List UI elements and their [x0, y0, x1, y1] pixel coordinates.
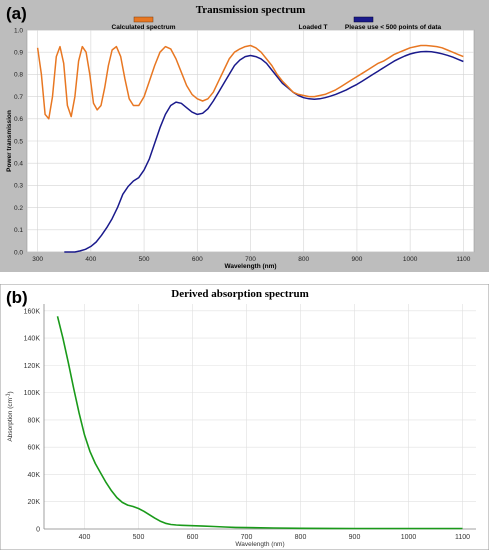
- y-tick-label: 0.2: [14, 205, 23, 212]
- y-tick-label: 20K: [28, 499, 41, 506]
- x-tick-label: 600: [187, 534, 199, 541]
- x-axis-label: Wavelength (nm): [235, 541, 284, 548]
- chart-title: Transmission spectrum: [196, 4, 306, 16]
- y-tick-label: 1.0: [14, 27, 23, 34]
- y-tick-label: 0.0: [14, 249, 23, 256]
- y-tick-label: 0.6: [14, 116, 23, 123]
- y-tick-label: 0.7: [14, 94, 23, 101]
- x-tick-label: 700: [241, 534, 253, 541]
- legend-swatch-points: [353, 16, 374, 23]
- x-tick-label: 300: [32, 256, 43, 263]
- x-tick-label: 1000: [403, 256, 418, 263]
- y-tick-label: 120K: [24, 363, 41, 370]
- x-tick-label: 700: [245, 256, 256, 263]
- legend-label-points: Please use < 500 points of data: [345, 24, 442, 31]
- y-tick-label: 60K: [28, 445, 41, 452]
- y-tick-label: 160K: [24, 308, 41, 315]
- x-tick-label: 600: [192, 256, 203, 263]
- x-tick-label: 400: [85, 256, 96, 263]
- x-tick-label: 500: [133, 534, 145, 541]
- y-tick-label: 100K: [24, 390, 41, 397]
- panel-label-b: (b): [6, 288, 28, 307]
- y-tick-label: 0.1: [14, 227, 23, 234]
- x-tick-label: 1000: [401, 534, 417, 541]
- y-tick-label: 80K: [28, 417, 41, 424]
- x-tick-label: 900: [351, 256, 362, 263]
- y-tick-label: 0: [36, 527, 40, 534]
- y-tick-label: 0.5: [14, 138, 23, 145]
- x-tick-label: 400: [79, 534, 91, 541]
- y-tick-label: 140K: [24, 336, 41, 343]
- chart-title: Derived absorption spectrum: [171, 288, 309, 300]
- legend-label-loaded: Loaded T: [299, 24, 328, 31]
- transmission-chart: 300 400 500 600 700 800 900 1000 1100 0.0 0.1 0.2 0.…: [0, 0, 489, 272]
- y-axis-label: Power transmission: [6, 110, 13, 172]
- y-tick-label: 0.4: [14, 161, 23, 168]
- legend-label-calculated: Calculated spectrum: [112, 24, 176, 31]
- series-line-absorption: [56, 316, 463, 530]
- x-tick-label: 500: [139, 256, 150, 263]
- y-tick-label: 0.9: [14, 50, 23, 57]
- y-tick-label: 0.3: [14, 183, 23, 190]
- x-tick-label: 900: [349, 534, 361, 541]
- absorption-chart: 400 500 600 700 800 900 1000 1100 0 20K 40K 60K 80K 1…: [0, 284, 489, 550]
- x-axis-label: Wavelength (nm): [224, 263, 276, 270]
- y-tick-label: 40K: [28, 472, 41, 479]
- x-tick-label: 800: [295, 534, 307, 541]
- legend-swatch-calculated: [133, 16, 154, 23]
- x-tick-label: 1100: [456, 256, 470, 263]
- series-line-points: [64, 50, 464, 253]
- x-tick-label: 1100: [455, 534, 470, 541]
- y-axis-label: Absorption (cm-1): [6, 391, 15, 441]
- panel-label-a: (a): [6, 4, 27, 23]
- plot-area: [44, 304, 476, 529]
- y-tick-label: 0.8: [14, 72, 23, 79]
- transmission-panel: (a) 300 400 500 600 700 800 900 1000 1100 0.0 0.1 0…: [0, 0, 489, 272]
- x-tick-label: 800: [298, 256, 309, 263]
- series-line-calculated: [36, 44, 464, 120]
- absorption-panel: (b) 400 500 600 700 800 900 1000 1100 0 20K 40K 60K…: [0, 284, 489, 550]
